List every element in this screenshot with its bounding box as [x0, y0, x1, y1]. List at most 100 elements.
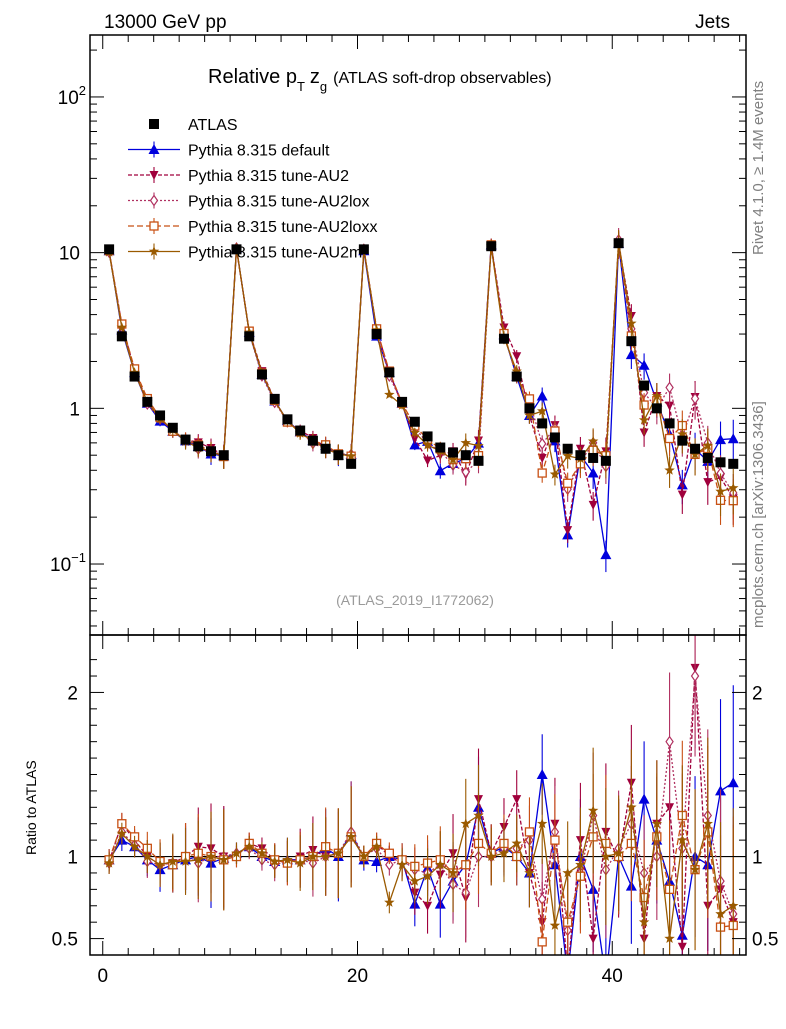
data-point [703, 478, 713, 488]
ratio-tick-label-right: 2 [752, 683, 763, 704]
data-point [218, 450, 229, 461]
data-point [269, 393, 280, 404]
data-point [409, 427, 420, 438]
ratio-point [549, 920, 561, 930]
legend-item: ATLAS [149, 117, 238, 134]
ratio-point [588, 934, 598, 944]
y-tick-exponent: −1 [71, 550, 86, 565]
ratio-point [728, 900, 739, 911]
ratio-point [677, 834, 688, 845]
data-point [434, 465, 446, 476]
data-point [702, 440, 713, 451]
data-point [423, 456, 433, 466]
data-point [524, 403, 535, 414]
data-point [626, 317, 637, 328]
data-point [486, 241, 497, 252]
ratio-point [218, 854, 229, 865]
ratio-point [715, 908, 726, 919]
ratio-point [358, 851, 370, 861]
data-point [511, 371, 522, 382]
y-tick-base: 10 [50, 555, 71, 576]
series-5-ratio [103, 737, 739, 955]
data-point [384, 367, 395, 378]
data-point [282, 414, 293, 425]
data-point [563, 526, 573, 536]
data-point [677, 490, 687, 500]
ratio-point [689, 864, 701, 875]
legend-marker [148, 246, 160, 256]
ratio-point [587, 805, 599, 815]
ratio-tick-label-right: 0.5 [752, 930, 778, 951]
data-point [549, 432, 560, 443]
ratio-point [498, 847, 510, 858]
ratio-point [536, 768, 548, 779]
legend-label: Pythia 8.315 tune-AU2m [188, 245, 362, 262]
data-point [536, 390, 548, 401]
series-line-main [108, 243, 734, 502]
ratio-point [664, 933, 675, 943]
data-point [664, 464, 675, 475]
data-point [422, 439, 433, 450]
data-point [155, 410, 166, 421]
ratio-point [320, 851, 331, 861]
y-tick-base: 10 [58, 88, 79, 109]
ratio-point [409, 875, 420, 886]
ratio-point [537, 937, 547, 947]
ratio-point [562, 969, 573, 979]
series-4-main [104, 231, 738, 528]
process-label: Jets [695, 12, 730, 33]
ratio-point [384, 848, 394, 858]
legend-label: Pythia 8.315 tune-AU2lox [188, 194, 369, 211]
data-point [715, 457, 726, 468]
series-5-main [103, 229, 739, 517]
ratio-point [524, 827, 535, 837]
legend-marker [149, 119, 159, 129]
data-point [651, 403, 662, 414]
energy-label: 13000 GeV pp [104, 12, 227, 33]
ratio-point [116, 828, 128, 838]
ratio-point [727, 777, 739, 788]
ratio-point [638, 793, 650, 804]
legend-marker [148, 144, 160, 154]
legend-item: Pythia 8.315 default [128, 141, 330, 160]
data-point [638, 414, 650, 425]
ratio-point [690, 669, 700, 683]
series-line-main [108, 244, 734, 531]
data-point [435, 442, 446, 453]
ratio-point [537, 818, 548, 829]
series-4-ratio [104, 740, 738, 955]
ratio-point [333, 847, 344, 858]
data-point [116, 322, 128, 332]
ratio-ylabel: Ratio to ATLAS [23, 760, 39, 855]
data-point [448, 447, 459, 458]
ratio-point [167, 856, 178, 866]
data-point [180, 434, 191, 445]
ratio-point [244, 841, 255, 852]
data-point [677, 428, 688, 439]
data-point [689, 448, 701, 459]
data-point [537, 437, 547, 450]
ratio-panel-frame [89, 634, 747, 956]
data-point [715, 485, 726, 496]
ratio-point [423, 901, 433, 911]
main-panel-marks [103, 228, 739, 573]
data-point [575, 450, 586, 461]
ratio-point [524, 867, 535, 878]
ratio-point [231, 847, 242, 858]
ratio-point [512, 795, 522, 805]
legend-item: Pythia 8.315 tune-AU2lox [128, 192, 369, 211]
data-point [116, 331, 127, 342]
data-point [346, 458, 357, 469]
data-point [345, 450, 357, 461]
data-point [473, 455, 484, 466]
y-tick-label: 102 [58, 83, 86, 109]
series-0-main [104, 238, 739, 469]
ratio-point [103, 857, 115, 868]
legend-marker [149, 221, 159, 231]
data-point [625, 349, 637, 360]
y-tick-base: 10 [59, 244, 80, 265]
data-point [664, 418, 675, 429]
ratio-point [651, 818, 663, 829]
ratio-point [638, 916, 650, 927]
